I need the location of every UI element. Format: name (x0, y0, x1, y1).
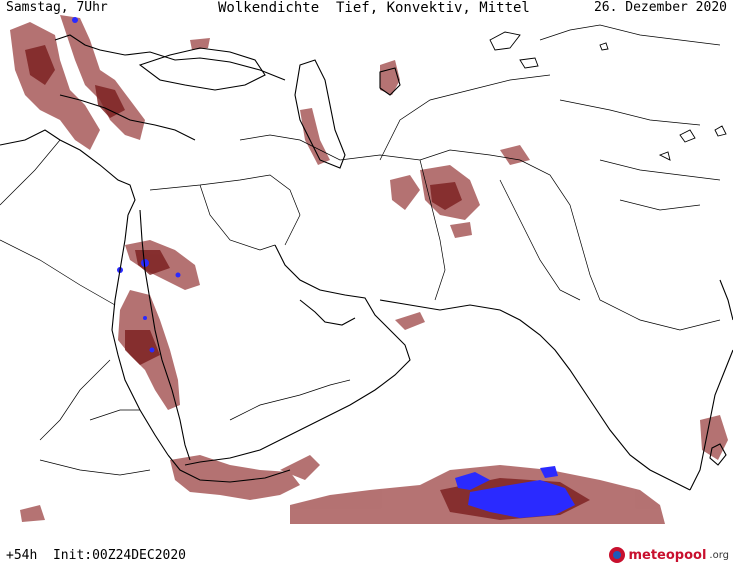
country-borders (0, 24, 721, 476)
coastlines (0, 34, 733, 491)
meteopool-logo[interactable]: meteopool .org (609, 544, 729, 566)
lakes (489, 31, 727, 161)
meteopool-logo-icon (609, 547, 626, 563)
cloud-layer-high (72, 17, 575, 518)
cloud-density-map (0, 14, 733, 526)
forecast-date-label: 26. Dezember 2020 (593, 0, 727, 15)
run-info-label: +54h Init:00Z24DEC2020 (6, 548, 187, 563)
map-title: Wolkendichte Tief, Konvektiv, Mittel (218, 0, 530, 16)
logo-name: meteopool (628, 547, 707, 563)
logo-tld: .org (709, 549, 729, 561)
forecast-time-label: Samstag, 7Uhr (6, 0, 108, 15)
